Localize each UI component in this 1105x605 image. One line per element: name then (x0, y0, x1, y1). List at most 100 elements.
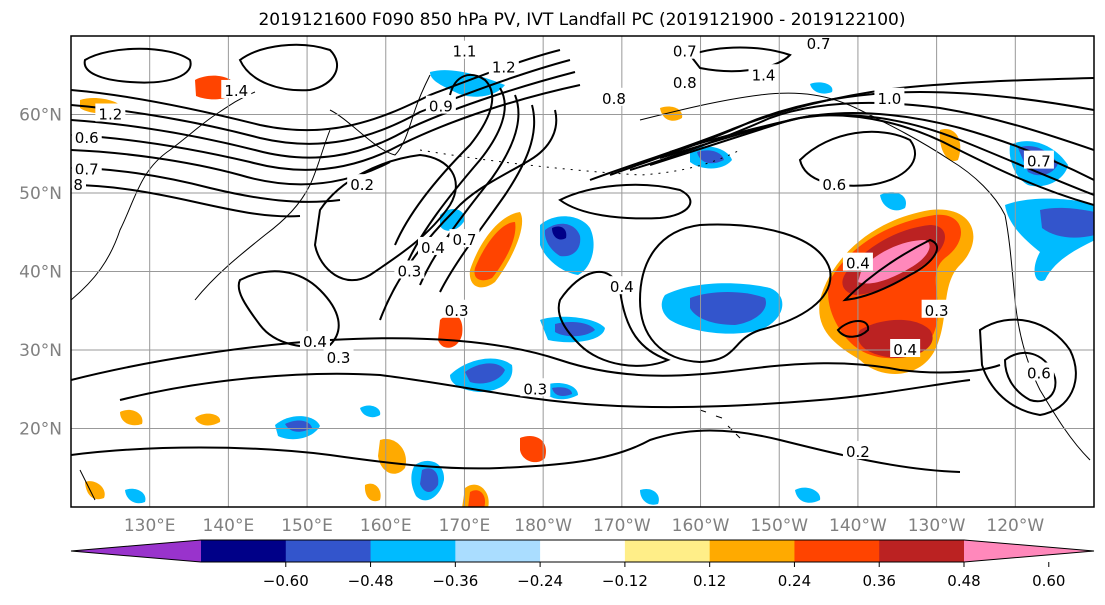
contour-label: 0.2 (350, 176, 374, 194)
contour-line (71, 71, 576, 159)
colorbar-tick-label: 0.12 (693, 572, 726, 590)
longitude-label: 130°W (908, 516, 966, 536)
contour-line (669, 114, 1094, 206)
contour-label-background (748, 64, 779, 83)
contour-line (842, 238, 938, 302)
pv-negative-area (1040, 207, 1094, 238)
pv-positive-area (120, 409, 143, 426)
colorbar-segment (794, 540, 880, 562)
contour-label: 1.4 (224, 82, 248, 100)
contour-label-background (71, 174, 86, 193)
map-panel: 0.20.30.4 0.70.30.40.30.30.40.60.40.30.40… (59, 35, 1095, 508)
contour-label: 0.7 (453, 231, 477, 249)
contour-label-background (71, 127, 102, 146)
contour-label-background (299, 331, 330, 350)
latitude-label: 30°N (19, 341, 62, 361)
contour-label: 0.8 (59, 176, 83, 194)
contour-label: 0.8 (602, 90, 626, 108)
colorbar-tick-label: −0.24 (517, 572, 563, 590)
contour-label-background (842, 252, 873, 271)
pv-positive-area (468, 490, 485, 507)
contour-line (71, 167, 341, 203)
contour-label-background (1023, 150, 1054, 169)
coastline-aleutians (419, 149, 741, 176)
contour-label: 1.1 (453, 43, 477, 61)
contour-line (978, 318, 1077, 417)
contour-label: 1.4 (752, 66, 776, 84)
contour-label: 0.6 (822, 176, 846, 194)
contour-label: 0.4 (846, 255, 870, 273)
contour-label-background (921, 299, 952, 318)
contour-label-background (819, 174, 850, 193)
colorbar-tick-label: −0.60 (263, 572, 309, 590)
contour-label: 0.2 (846, 443, 870, 461)
contour-label: 1.2 (492, 58, 516, 76)
pv-negative-area (880, 192, 906, 211)
pv-negative-area (440, 208, 465, 231)
colorbar-tick-label: 0.60 (1032, 572, 1065, 590)
figure-title: 2019121600 F090 850 hPa PV, IVT Landfall… (258, 10, 905, 30)
longitude-label: 180°W (514, 516, 572, 536)
pv-positive-area (474, 222, 516, 281)
contour-line (688, 46, 792, 73)
contour-label: 0.4 (303, 333, 327, 351)
latitude-label: 20°N (19, 420, 62, 440)
contour-label: 0.3 (445, 302, 469, 320)
contour-label-background (394, 260, 425, 279)
contour-label: 0.9 (429, 98, 453, 116)
pv-negative-area (690, 292, 766, 325)
contour-label: 0.8 (673, 74, 697, 92)
latitude-label: 40°N (19, 263, 62, 283)
longitude-label: 150°W (750, 516, 808, 536)
pv-negative-area (420, 468, 439, 493)
contour-label-background (323, 346, 354, 365)
pv-positive-area (364, 483, 381, 502)
contour-line (238, 43, 339, 92)
colorbar-extend-high (964, 540, 1094, 562)
contour-labels: 0.20.30.4 0.70.30.40.30.30.40.60.40.30.40… (59, 36, 1054, 461)
longitude-label: 150°E (281, 516, 333, 536)
contour-label: 0.6 (75, 129, 99, 147)
pv-negative-area (125, 488, 146, 504)
contour-label: 0.7 (75, 160, 99, 178)
latitude-labels: 60°N 50°N 40°N 30°N 20°N (19, 106, 62, 440)
longitude-label: 140°E (203, 516, 255, 536)
pv-negative-area (552, 226, 567, 240)
pv-negative-area (360, 405, 381, 418)
contour-label: 0.4 (421, 239, 445, 257)
colorbar-segment (201, 540, 287, 562)
colorbar-tick-label: −0.36 (432, 572, 478, 590)
contour-line (71, 59, 571, 145)
map-frame (70, 35, 1095, 508)
colorbar-segment (455, 540, 541, 562)
contour-label-background (95, 103, 126, 122)
latitude-label: 50°N (19, 184, 62, 204)
longitude-label: 160°E (360, 516, 412, 536)
contour-label: 1.0 (877, 90, 901, 108)
contour-line (419, 94, 520, 286)
contour-line (557, 270, 671, 367)
pv-positive-area (378, 439, 406, 474)
gridlines (71, 36, 1094, 507)
pv-positive-area (520, 436, 546, 463)
colorbar-segment (285, 540, 372, 562)
contour-label: 0.3 (523, 380, 547, 398)
contour-label-background (520, 378, 551, 397)
contour-label-background (890, 339, 921, 357)
contour-label-background (842, 441, 873, 460)
contour-label-background (449, 40, 480, 59)
contour-label-background (449, 229, 480, 248)
contour-line (609, 90, 1094, 176)
pv-negative-area (465, 363, 505, 384)
contour-label: 0.6 (1027, 365, 1051, 383)
colorbar-outline (70, 539, 1095, 563)
pv-positive-area (85, 481, 105, 500)
longitude-label: 160°W (672, 516, 730, 536)
contour-label-background (598, 87, 629, 106)
contour-line (71, 49, 561, 132)
contour-label-background (417, 236, 448, 255)
latitude-label: 60°N (19, 106, 62, 126)
colorbar-tick-label: −0.48 (348, 572, 394, 590)
colorbar-segment (370, 540, 456, 562)
